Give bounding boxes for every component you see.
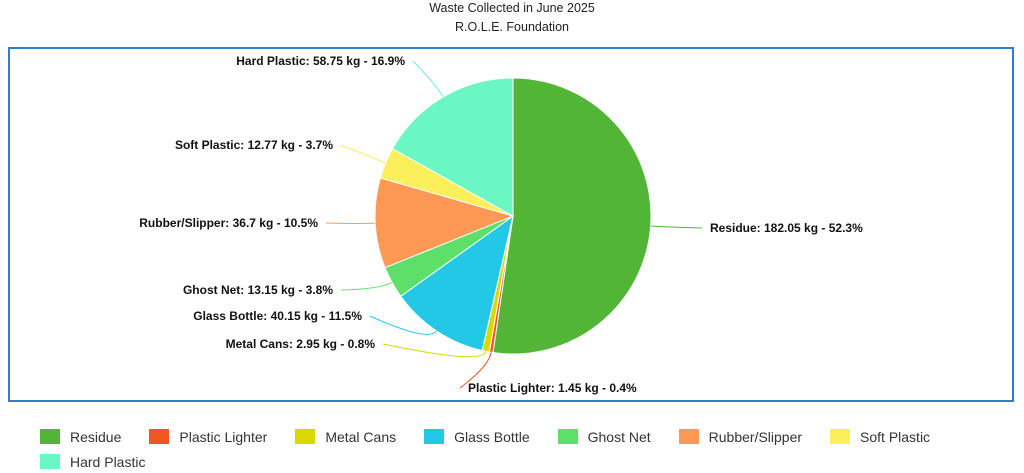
legend-label: Ghost Net [587,428,651,445]
legend: Residue Plastic Lighter Metal Cans Glass Bo… [40,427,1010,471]
legend-label: Residue [70,428,122,445]
leader-line-residue [650,225,703,229]
data-label-soft-plastic: Soft Plastic: 12.77 kg - 3.7% [175,138,333,152]
legend-label: Rubber/Slipper [708,428,803,445]
legend-item-hard-plastic[interactable]: Hard Plastic [40,452,145,471]
chart-subtitle: R.O.L.E. Foundation [455,20,569,34]
legend-swatch [40,454,60,469]
legend-item-plastic-lighter[interactable]: Plastic Lighter [149,427,267,446]
legend-item-glass-bottle[interactable]: Glass Bottle [424,427,530,446]
pie-slice-residue[interactable] [492,77,652,355]
legend-label: Soft Plastic [860,428,931,445]
legend-swatch [678,429,699,444]
leader-line-metal-cans [382,343,487,358]
legend-item-rubber-slipper[interactable]: Rubber/Slipper [678,427,803,446]
legend-item-residue[interactable]: Residue [40,427,121,446]
leader-line-ghost-net [340,281,393,291]
leader-line-glass-bottle [369,315,437,335]
chart-frame [8,47,1014,402]
leader-line-plastic-lighter [459,352,492,389]
pie-slice-glass-bottle[interactable] [400,214,514,352]
legend-swatch [40,429,60,444]
legend-swatch [149,429,170,444]
legend-swatch [424,429,445,444]
data-label-ghost-net: Ghost Net: 13.15 kg - 3.8% [183,283,333,297]
legend-swatch [830,429,851,444]
data-label-hard-plastic: Hard Plastic: 58.75 kg - 16.9% [236,54,405,68]
pie-slice-hard-plastic[interactable] [391,77,514,217]
chart-title: Waste Collected in June 2025 [429,1,595,15]
legend-label: Plastic Lighter [179,428,268,445]
pie-slice-rubber-slipper[interactable] [374,177,515,269]
legend-label: Hard Plastic [70,453,146,470]
legend-swatch [557,429,578,444]
pie-chart: Residue: 182.05 kg - 52.3% Plastic Lighte… [139,54,863,395]
legend-item-soft-plastic[interactable]: Soft Plastic [830,427,930,446]
data-label-glass-bottle: Glass Bottle: 40.15 kg - 11.5% [193,309,362,323]
legend-label: Glass Bottle [454,428,530,445]
leader-line-hard-plastic [412,60,444,98]
data-label-residue: Residue: 182.05 kg - 52.3% [710,221,863,235]
legend-label: Metal Cans [325,428,397,445]
legend-swatch [295,429,316,444]
data-label-rubber-slipper: Rubber/Slipper: 36.7 kg - 10.5% [139,216,318,230]
data-label-plastic-lighter: Plastic Lighter: 1.45 kg - 0.4% [468,381,637,395]
leader-line-soft-plastic [340,144,386,164]
data-label-metal-cans: Metal Cans: 2.95 kg - 0.8% [226,337,376,351]
legend-item-ghost-net[interactable]: Ghost Net [557,427,651,446]
legend-item-metal-cans[interactable]: Metal Cans [295,427,396,446]
